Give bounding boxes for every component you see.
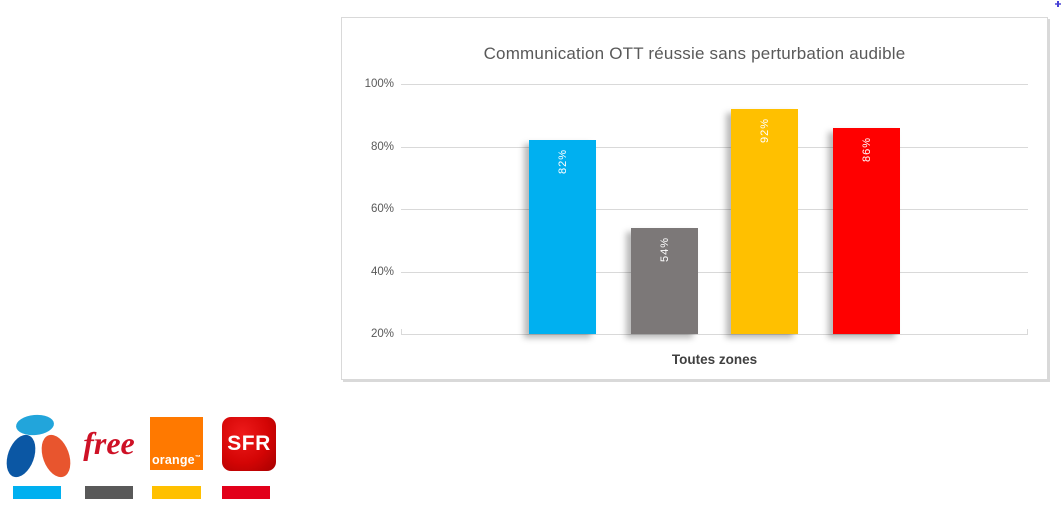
bouygues-telecom-logo-icon bbox=[1, 412, 76, 482]
sfr-logo-text: SFR bbox=[227, 432, 271, 455]
gridline bbox=[401, 209, 1028, 210]
bar-chart: Communication OTT réussie sans perturbat… bbox=[341, 17, 1048, 380]
gridline bbox=[401, 271, 1028, 273]
legend-swatch-bouygues bbox=[13, 486, 61, 499]
bar-data-label: 92% bbox=[758, 118, 771, 144]
gridline bbox=[401, 84, 1028, 85]
bar-data-label: 54% bbox=[658, 236, 671, 262]
x-axis-category-label: Toutes zones bbox=[671, 352, 758, 367]
gridline bbox=[401, 146, 1028, 148]
legend-swatch-orange bbox=[152, 486, 201, 499]
x-axis-line bbox=[401, 334, 1028, 335]
y-axis-tick-label: 60% bbox=[370, 203, 394, 215]
legend-swatch-free bbox=[85, 486, 133, 499]
bouygues-petal-orange bbox=[36, 430, 76, 482]
bar-free: 54% bbox=[631, 227, 698, 334]
bar-data-label: 86% bbox=[860, 136, 873, 162]
orange-logo-text: orange™ bbox=[151, 453, 202, 467]
orange-logo: orange™ bbox=[150, 417, 203, 470]
bar-bouygues-telecom: 82% bbox=[529, 140, 596, 334]
orange-trademark: ™ bbox=[194, 454, 202, 461]
sfr-logo: SFR bbox=[222, 417, 276, 471]
bouygues-petal-cyan bbox=[15, 413, 55, 437]
axis-tick-right bbox=[1027, 329, 1028, 334]
bouygues-petal-blue bbox=[1, 430, 41, 482]
bar-data-label: 82% bbox=[556, 149, 569, 175]
operator-legend: free orange™ SFR bbox=[0, 405, 330, 505]
axis-tick-left bbox=[401, 329, 402, 334]
plot-area: 100% 80% 60% 40% 20% 82% 54% 92% 86% bbox=[365, 78, 1028, 340]
y-axis-tick-label: 20% bbox=[370, 328, 394, 340]
y-axis-tick-label: 100% bbox=[364, 78, 394, 90]
bar-sfr: 86% bbox=[833, 127, 900, 334]
y-axis-tick-label: 40% bbox=[370, 265, 394, 278]
chart-title: Communication OTT réussie sans perturbat… bbox=[483, 44, 906, 63]
tiny-artifact-icon bbox=[1055, 1, 1061, 7]
legend-swatch-sfr bbox=[222, 486, 270, 499]
y-axis-tick-label: 80% bbox=[370, 140, 394, 153]
free-logo: free bbox=[83, 425, 135, 461]
bar-orange: 92% bbox=[731, 109, 798, 334]
